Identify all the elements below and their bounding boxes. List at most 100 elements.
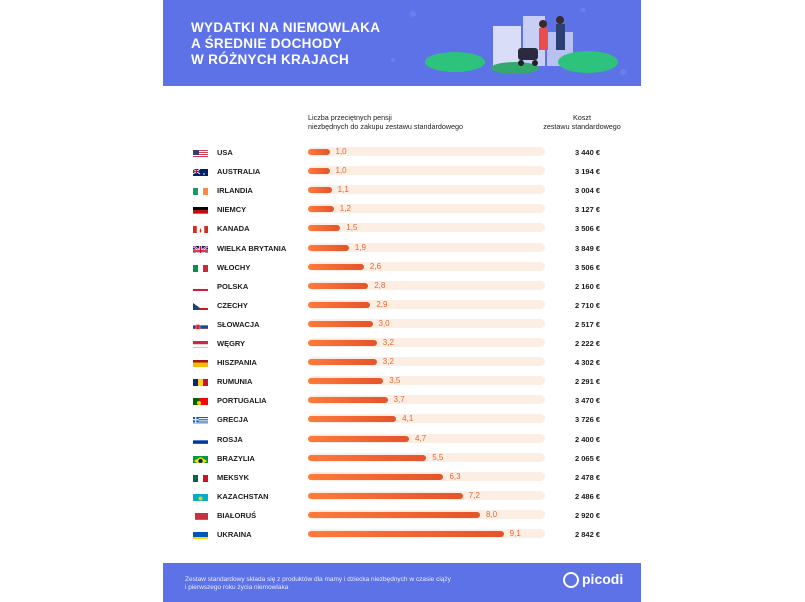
cost-value: 3 127 € (574, 205, 600, 214)
cost-value: 3 506 € (574, 263, 600, 272)
title-line: WYDATKI NA NIEMOWLAKA (191, 20, 381, 35)
bar-track (308, 357, 545, 366)
country-label: MEKSYK (217, 473, 250, 482)
country-label: KAZACHSTAN (217, 492, 269, 501)
flag-ca-icon (193, 223, 208, 233)
infographic-card: WYDATKI NA NIEMOWLAKA A ŚREDNIE DOCHODY … (163, 0, 641, 602)
bar-value-label: 6,3 (449, 472, 461, 481)
footnote-line: i pierwszego roku życia niemowlaka (185, 584, 289, 591)
bar (308, 435, 410, 442)
stroller-icon (518, 48, 538, 60)
cost-value: 2 478 € (574, 473, 600, 482)
bar (308, 282, 369, 289)
flag-ie-icon (193, 185, 208, 195)
cost-value: 3 470 € (574, 396, 600, 405)
bar-value-label: 7,2 (468, 491, 480, 500)
bar-value-label: 4,1 (402, 414, 414, 423)
country-label: ROSJA (217, 435, 243, 444)
cost-value: 2 160 € (574, 282, 600, 291)
country-label: IRLANDIA (217, 186, 253, 195)
country-label: POLSKA (217, 282, 249, 291)
column-header-line: niezbędnych do zakupu zestawu standardow… (308, 122, 464, 131)
cost-value: 2 517 € (574, 320, 600, 329)
cost-value: 2 486 € (574, 492, 600, 501)
cost-value: 2 291 € (574, 377, 600, 386)
flag-ua-icon (193, 529, 208, 539)
bar (308, 320, 373, 327)
bar (308, 244, 349, 251)
flag-pl-icon (193, 281, 208, 291)
bar-track (308, 147, 545, 156)
bar (308, 511, 480, 518)
flag-pt-icon (193, 395, 208, 405)
bar (308, 186, 332, 193)
bar-value-label: 2,8 (374, 281, 386, 290)
country-label: USA (217, 148, 233, 157)
bar (308, 454, 427, 461)
flag-hu-icon (193, 338, 208, 348)
cost-value: 2 710 € (574, 301, 600, 310)
flag-de-icon (193, 204, 208, 214)
footer-banner: Zestaw standardowy składa się z produktó… (163, 563, 641, 602)
bush-icon (425, 52, 485, 72)
brand-name: picodi (582, 571, 624, 587)
bar-track (308, 223, 545, 232)
bar (308, 224, 341, 231)
country-label: KANADA (217, 224, 250, 233)
bar-track (308, 414, 545, 423)
header-decoration (391, 7, 626, 75)
bar-value-label: 1,0 (335, 147, 347, 156)
person-icon (539, 20, 547, 28)
building-icon (493, 26, 521, 66)
bar-track (308, 243, 545, 252)
country-label: AUSTRALIA (217, 167, 261, 176)
cost-value: 2 920 € (574, 511, 600, 520)
flag-es-icon (193, 357, 208, 367)
country-label: UKRAINA (217, 530, 252, 539)
country-label: BIAŁORUŚ (217, 511, 257, 520)
bar-track (308, 300, 545, 309)
cost-value: 3 440 € (574, 148, 600, 157)
country-label: GRECJA (217, 415, 249, 424)
flag-br-icon (193, 453, 208, 463)
column-header-ratio: Liczba przeciętnych pensji niezbędnych d… (308, 113, 463, 131)
flag-gb-icon (193, 243, 208, 253)
flag-ro-icon (193, 376, 208, 386)
flag-kz-icon (193, 491, 208, 501)
bar-value-label: 3,7 (393, 395, 405, 404)
country-label: HISZPANIA (217, 358, 257, 367)
bar (308, 377, 384, 384)
bar-track (308, 395, 545, 404)
cost-value: 3 726 € (574, 415, 600, 424)
bar (308, 339, 377, 346)
bar (308, 530, 504, 537)
bar (308, 148, 330, 155)
country-label: CZECHY (217, 301, 248, 310)
country-label: WIELKA BRYTANIA (217, 244, 287, 253)
flag-ru-icon (193, 434, 208, 444)
bar (308, 492, 463, 499)
bar (308, 473, 444, 480)
column-header-cost: Koszt zestawu standardowego (537, 113, 627, 131)
footnote-line: Zestaw standardowy składa się z produktó… (185, 576, 451, 583)
bar-value-label: 1,1 (337, 185, 349, 194)
bar-value-label: 8,0 (486, 510, 498, 519)
bar-value-label: 9,1 (509, 529, 521, 538)
bar (308, 167, 330, 174)
bar-value-label: 3,0 (378, 319, 390, 328)
flag-mx-icon (193, 472, 208, 482)
bar (308, 301, 371, 308)
title-line: A ŚREDNIE DOCHODY (191, 36, 342, 51)
bar-value-label: 2,9 (376, 300, 388, 309)
title-line: W RÓŻNYCH KRAJACH (191, 52, 350, 67)
page-title: WYDATKI NA NIEMOWLAKA A ŚREDNIE DOCHODY … (191, 20, 380, 68)
country-label: RUMUNIA (217, 377, 253, 386)
flag-us-icon (193, 147, 208, 157)
country-label: WĘGRY (217, 339, 246, 348)
cost-value: 3 849 € (574, 244, 600, 253)
bar (308, 205, 334, 212)
flag-sk-icon (193, 319, 208, 329)
cost-value: 2 222 € (574, 339, 600, 348)
bar-track (308, 376, 545, 385)
flag-by-icon (193, 510, 208, 520)
